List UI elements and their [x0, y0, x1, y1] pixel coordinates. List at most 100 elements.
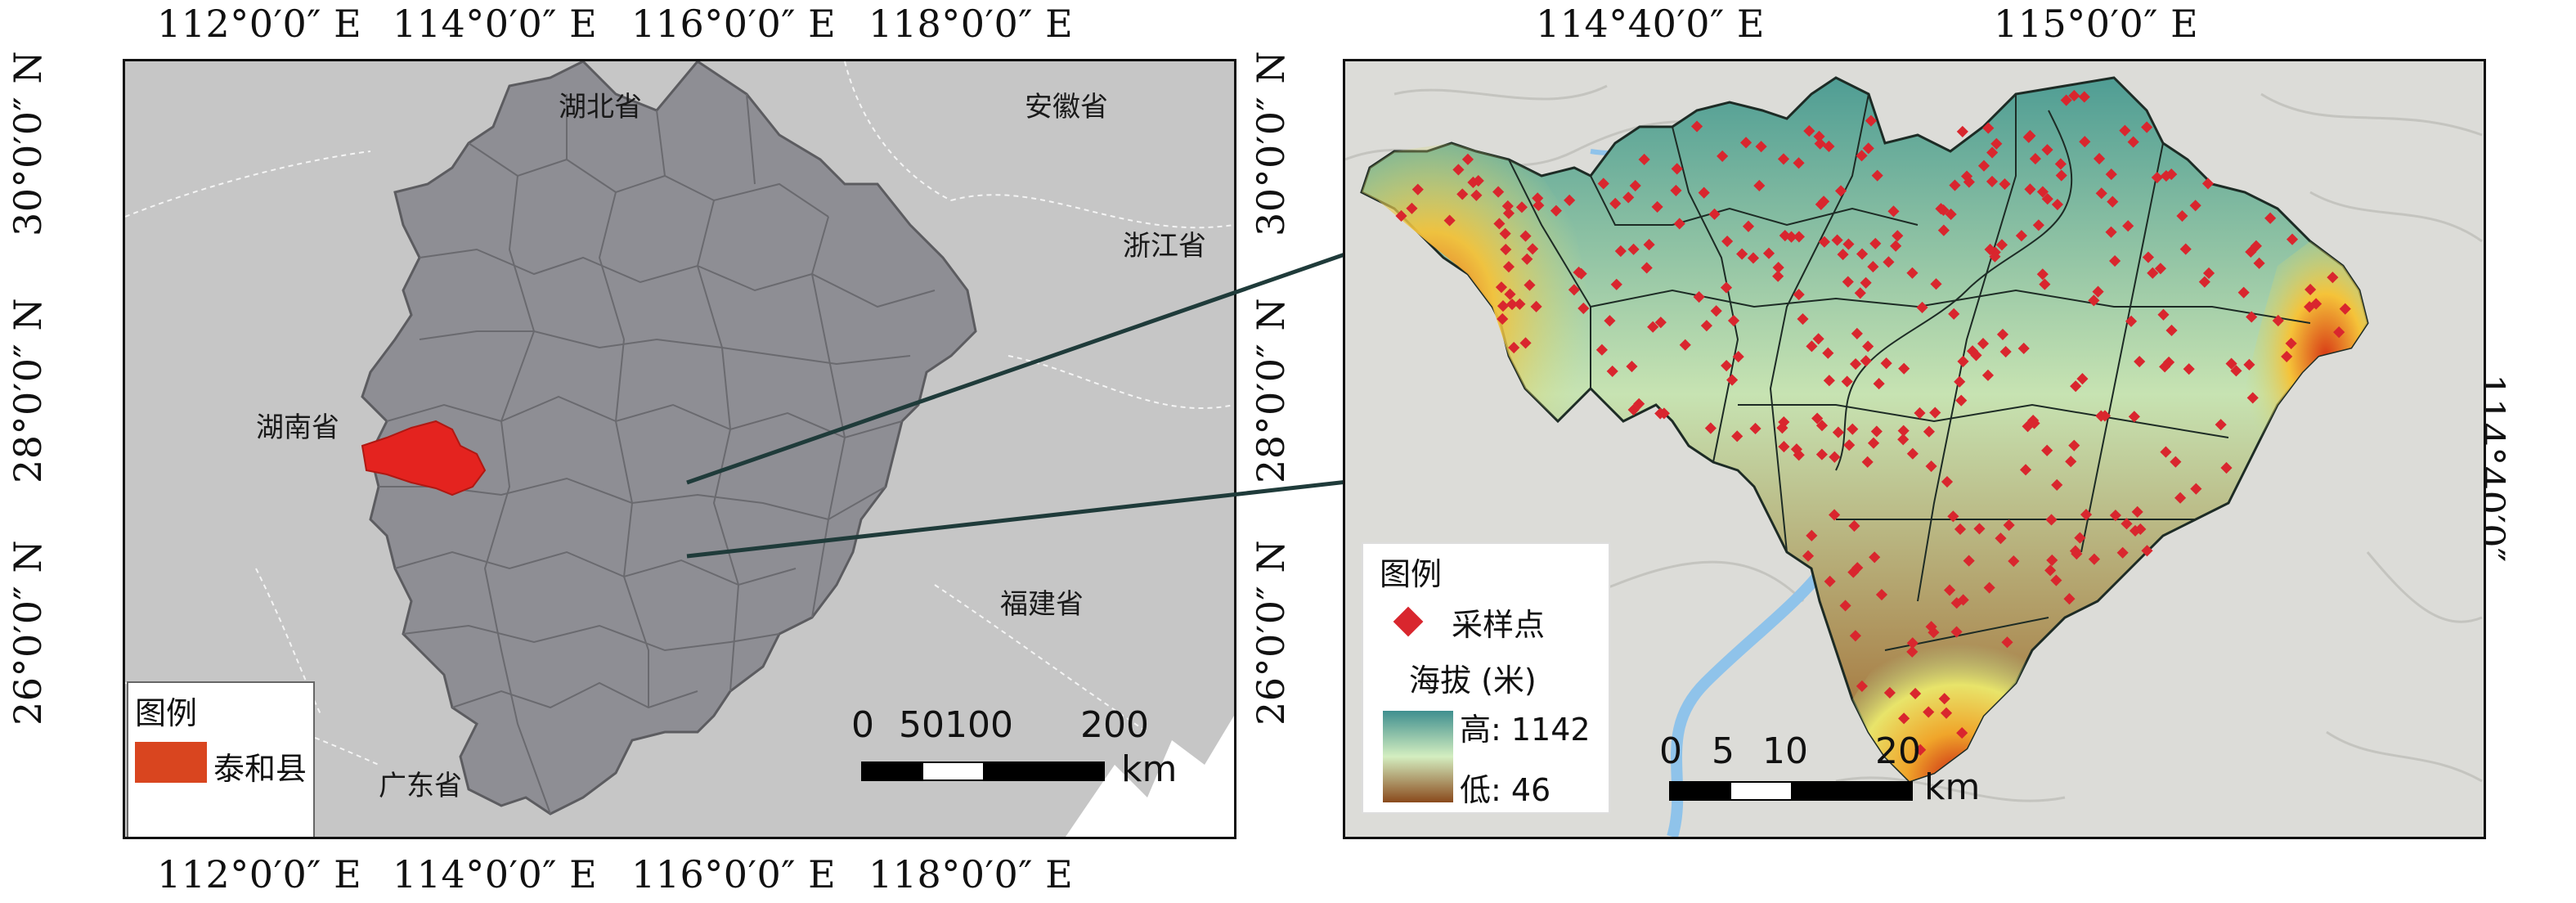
sample-point — [1890, 240, 1902, 252]
sample-point — [1851, 327, 1863, 339]
sample-point — [1996, 328, 2009, 340]
sample-point — [1640, 262, 1653, 274]
sample-point — [2001, 636, 2013, 649]
sample-point — [1497, 299, 1510, 312]
sample-point — [2264, 212, 2277, 224]
sample-point — [1411, 183, 1424, 195]
sample-point — [1861, 456, 1874, 468]
sample-point — [2246, 311, 2258, 323]
sample-point — [1456, 188, 1469, 200]
sample-point — [1753, 179, 1766, 192]
sample-point — [1506, 298, 1519, 311]
sample-point — [1949, 179, 1961, 191]
sample-point — [2183, 363, 2195, 375]
left-bottom-tick-4: 118°0′0″ E — [868, 852, 1074, 896]
sample-point — [1925, 621, 1937, 633]
sample-point — [1897, 425, 1910, 437]
left-scale-200: 200 — [1080, 704, 1149, 746]
sample-point — [1815, 448, 1828, 460]
sample-point — [2215, 419, 2227, 431]
sample-point — [2068, 439, 2080, 452]
sample-point — [2272, 314, 2284, 327]
sample-point — [1708, 208, 1721, 220]
sample-point — [2008, 555, 2020, 568]
sample-point — [1627, 243, 1640, 255]
sample-point — [1515, 201, 1528, 213]
sample-point — [2174, 492, 2187, 504]
sample-point — [1856, 680, 1868, 693]
sample-point — [1943, 584, 1956, 596]
sample-point — [1521, 253, 1533, 265]
left-bottom-tick-1: 112°0′0″ E — [157, 852, 362, 896]
sample-point — [2253, 257, 2265, 269]
right-scale-0: 0 — [1659, 730, 1682, 772]
sample-point — [1736, 248, 1748, 260]
sample-point — [2051, 198, 2064, 211]
sample-point — [1983, 582, 1995, 594]
sample-point — [2039, 278, 2051, 290]
sample-point — [1948, 308, 1960, 320]
sample-point — [2179, 243, 2192, 255]
sample-point — [1793, 289, 1805, 301]
sample-point — [1854, 287, 1866, 299]
sample-point — [1829, 451, 1841, 463]
sample-point — [2070, 380, 2082, 393]
sample-point — [1883, 686, 1896, 699]
sample-point — [1995, 532, 2007, 545]
label-hunan: 湖南省 — [256, 411, 339, 444]
sample-point — [2074, 532, 2086, 544]
sample-point — [1954, 523, 1967, 536]
sample-point — [1818, 236, 1830, 248]
left-top-tick-1: 112°0′0″ E — [157, 2, 362, 46]
sample-point — [1898, 362, 1910, 375]
sample-point — [1938, 693, 1950, 705]
sample-point — [2105, 226, 2117, 238]
sample-point-label: 采样点 — [1452, 607, 1546, 643]
sample-point — [1871, 169, 1883, 182]
sample-point — [1843, 439, 1856, 452]
sample-point — [1604, 315, 1616, 327]
sample-point — [1986, 175, 1999, 187]
sample-point — [1499, 227, 1511, 240]
sample-point — [1595, 344, 1608, 356]
sample-point — [1937, 224, 1950, 236]
sample-point — [1577, 302, 1590, 315]
sample-point — [2116, 546, 2129, 559]
sample-point — [1873, 378, 1885, 390]
sample-point — [2079, 136, 2091, 148]
sample-point — [1614, 245, 1627, 258]
sample-point — [1749, 422, 1761, 435]
sample-point — [1892, 230, 1904, 242]
sample-point — [1875, 588, 1888, 601]
right-scale-20: 20 — [1875, 730, 1921, 772]
sample-point — [1609, 197, 1622, 209]
sample-point — [1778, 441, 1790, 453]
left-top-tick-3: 116°0′0″ E — [631, 2, 837, 46]
sample-point — [1880, 357, 1892, 370]
sample-point — [1982, 122, 1995, 134]
sample-point — [1841, 375, 1853, 388]
sample-point — [1533, 200, 1545, 212]
sample-point — [1973, 523, 1986, 535]
sample-point — [1772, 270, 1784, 282]
sample-point — [2176, 209, 2188, 222]
sample-point — [2029, 153, 2041, 165]
sample-point — [2220, 461, 2233, 474]
sample-point — [1822, 347, 1834, 359]
sample-point — [1732, 351, 1744, 363]
sample-point — [1700, 320, 1712, 332]
sample-point — [1814, 137, 1826, 150]
sample-point — [1914, 407, 1926, 420]
sample-point — [2157, 308, 2170, 321]
sample-point — [1597, 177, 1609, 190]
sample-point — [1823, 375, 1835, 387]
sample-point — [1870, 425, 1883, 438]
sample-point — [1955, 394, 1968, 407]
left-scale-50: 50 — [899, 704, 945, 746]
sample-point — [1906, 447, 1919, 460]
sample-point — [1504, 288, 1516, 300]
sample-point — [1568, 284, 1580, 296]
left-lat-tick-3: 26°0′0″ N — [6, 539, 50, 726]
sample-point — [1651, 200, 1663, 213]
sample-point — [1923, 425, 1935, 438]
